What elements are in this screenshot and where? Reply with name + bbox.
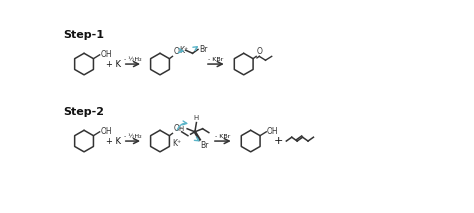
Text: O⁻: O⁻ bbox=[173, 47, 183, 56]
Text: OH: OH bbox=[100, 127, 112, 136]
Text: - KBr: - KBr bbox=[208, 57, 223, 62]
Text: Step-1: Step-1 bbox=[63, 30, 104, 40]
Text: H: H bbox=[194, 115, 199, 121]
Text: - ½H₂: - ½H₂ bbox=[124, 134, 142, 139]
Text: O: O bbox=[256, 47, 262, 56]
Text: OH: OH bbox=[100, 50, 112, 59]
Text: O⁻: O⁻ bbox=[173, 124, 183, 133]
Text: Br: Br bbox=[201, 141, 209, 150]
Text: OH: OH bbox=[267, 127, 279, 136]
Text: H: H bbox=[179, 126, 184, 132]
Text: - KBr: - KBr bbox=[215, 134, 230, 139]
Text: + K: + K bbox=[106, 60, 121, 69]
Text: Step-2: Step-2 bbox=[63, 107, 104, 117]
Text: K⁺: K⁺ bbox=[173, 139, 182, 148]
Text: + K: + K bbox=[106, 137, 121, 145]
Text: K⁺: K⁺ bbox=[180, 46, 189, 55]
Text: +: + bbox=[274, 136, 283, 146]
Text: Br: Br bbox=[199, 45, 207, 54]
Text: - ½H₂: - ½H₂ bbox=[124, 57, 142, 62]
